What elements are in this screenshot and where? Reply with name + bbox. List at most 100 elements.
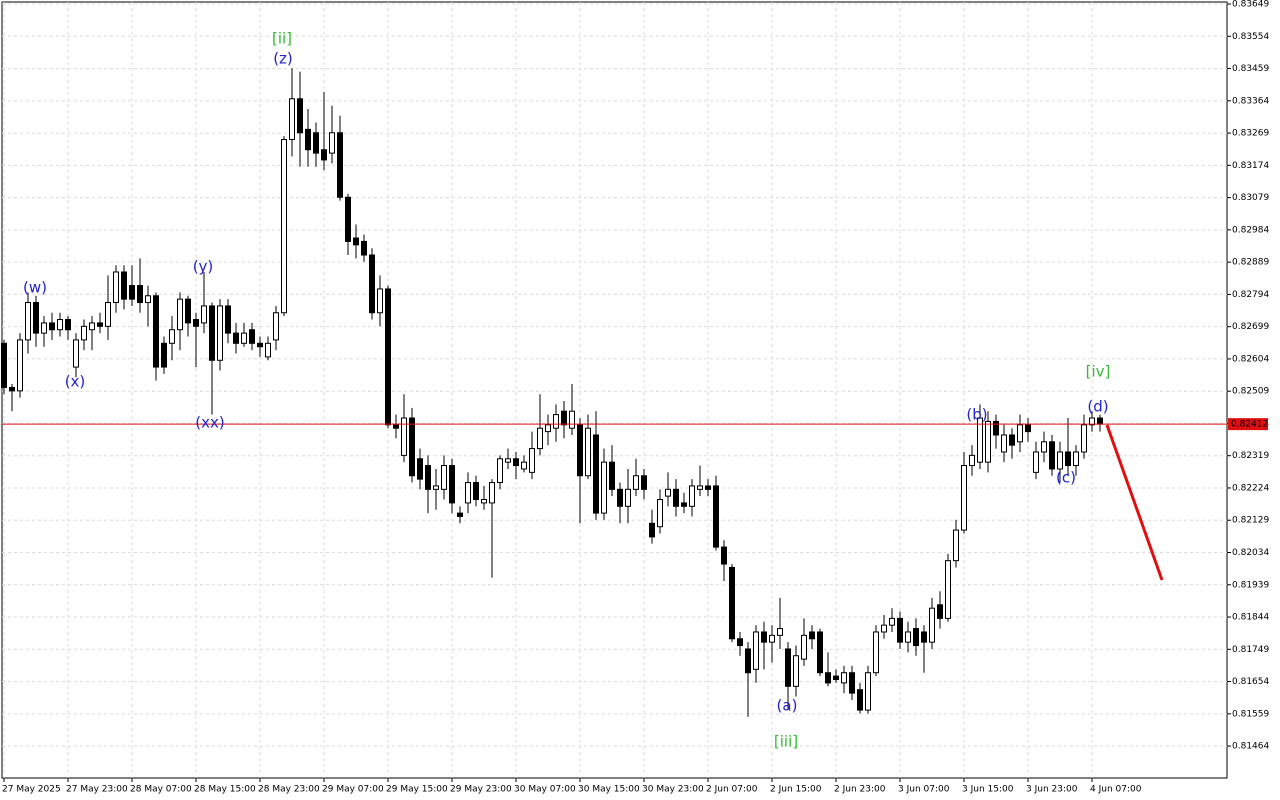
candle-body — [297, 98, 303, 134]
candle-body — [1001, 434, 1007, 453]
y-tick-label: 0.82319 — [1232, 451, 1269, 461]
x-tick-label: 27 May 2025 — [2, 785, 61, 795]
x-tick-label: 30 May 07:00 — [514, 785, 576, 795]
candle-body — [585, 427, 591, 477]
candle-body — [513, 458, 519, 467]
candle-body — [337, 132, 343, 198]
candle-body — [993, 420, 999, 436]
x-tick-label: 28 May 15:00 — [194, 785, 256, 795]
candle-body — [33, 302, 39, 334]
candle-body — [881, 624, 887, 633]
candle-body — [177, 298, 183, 331]
candle-body — [41, 322, 47, 334]
candle-body — [873, 631, 879, 674]
candle-body — [105, 302, 111, 327]
candle-body — [1025, 424, 1031, 433]
current-price-box — [1228, 418, 1268, 431]
candle-body — [73, 339, 79, 368]
y-tick-label: 0.83269 — [1232, 129, 1269, 139]
candle-body — [905, 631, 911, 643]
candle-body — [49, 322, 55, 331]
candle-body — [1065, 451, 1071, 467]
x-tick-label: 29 May 23:00 — [450, 785, 512, 795]
candle-body — [897, 617, 903, 643]
candle-body — [353, 237, 359, 246]
wave-label: (b) — [966, 406, 987, 424]
candle-body — [849, 672, 855, 694]
candle-body — [193, 319, 199, 327]
candle-body — [673, 488, 679, 507]
candle-body — [465, 482, 471, 504]
wave-label: [iv] — [1086, 363, 1111, 381]
candle-body — [265, 342, 271, 358]
candle-body — [385, 288, 391, 426]
candle-body — [97, 322, 103, 327]
candle-body — [1097, 417, 1103, 425]
candle-body — [865, 672, 871, 711]
y-tick-label: 0.82129 — [1232, 516, 1269, 526]
candle-body — [129, 285, 135, 300]
candle-body — [169, 329, 175, 344]
candle-body — [209, 305, 215, 361]
candle-body — [561, 410, 567, 426]
candle-body — [81, 325, 87, 341]
x-tick-label: 2 Jun 23:00 — [834, 785, 886, 795]
candle-body — [273, 312, 279, 341]
candle-body — [185, 298, 191, 324]
forecast-arrow — [1105, 424, 1164, 581]
x-tick-label: 27 May 23:00 — [66, 785, 128, 795]
candle-body — [793, 655, 799, 687]
candle-body — [225, 305, 231, 334]
x-tick-label: 28 May 07:00 — [130, 785, 192, 795]
candle-body — [929, 607, 935, 643]
candle-body — [1017, 424, 1023, 443]
candle-body — [889, 617, 895, 626]
candle-body — [729, 566, 735, 640]
x-tick-label: 30 May 15:00 — [578, 785, 640, 795]
y-tick-label: 0.81749 — [1232, 645, 1269, 655]
candle-body — [921, 631, 927, 643]
candle-body — [801, 634, 807, 660]
candle-body — [977, 417, 983, 463]
y-tick-label: 0.81654 — [1232, 677, 1269, 687]
x-tick-label: 4 Jun 07:00 — [1090, 785, 1142, 795]
candle-body — [641, 475, 647, 490]
candle-body — [121, 271, 127, 300]
plot-frame — [1, 1, 1228, 779]
candle-body — [697, 485, 703, 490]
candle-body — [65, 319, 71, 331]
candle-body — [201, 305, 207, 324]
candle-body — [313, 132, 319, 154]
candle-body — [537, 427, 543, 450]
candle-body — [625, 488, 631, 507]
y-tick-label: 0.82984 — [1232, 225, 1269, 235]
candle-body — [377, 288, 383, 314]
candle-body — [1041, 441, 1047, 453]
candle-body — [9, 386, 15, 392]
x-tick-label: 29 May 07:00 — [322, 785, 384, 795]
wave-label: (d) — [1087, 398, 1108, 416]
candle-body — [289, 98, 295, 141]
candle-body — [809, 631, 815, 640]
y-tick-label: 0.83459 — [1232, 64, 1269, 74]
wave-label: (z) — [273, 50, 293, 68]
candle-body — [777, 628, 783, 636]
y-tick-label: 0.82889 — [1232, 258, 1269, 268]
x-tick-label: 2 Jun 07:00 — [706, 785, 758, 795]
candle-body — [505, 458, 511, 463]
wave-label: [ii] — [272, 30, 292, 48]
candle-body — [1057, 451, 1063, 470]
candle-body — [745, 648, 751, 674]
candle-body — [617, 488, 623, 507]
candle-body — [985, 420, 991, 463]
candle-body — [945, 560, 951, 619]
candle-body — [761, 631, 767, 643]
candle-body — [497, 458, 503, 484]
x-tick-label: 2 Jun 15:00 — [770, 785, 822, 795]
wave-label: [iii] — [774, 733, 798, 751]
candles — [1, 68, 1227, 717]
candle-body — [241, 332, 247, 344]
